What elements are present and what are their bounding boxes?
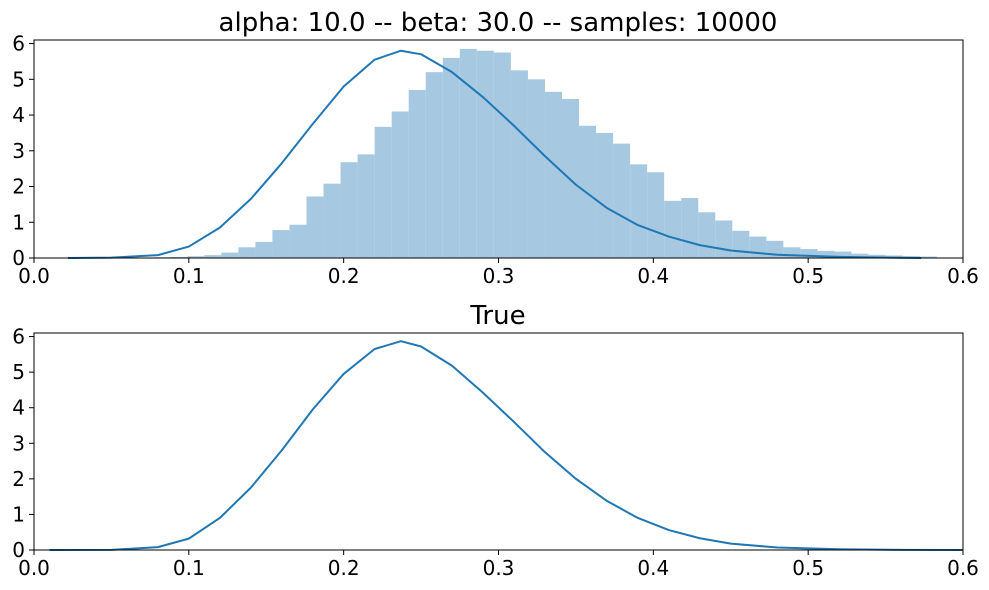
histogram-bar [476, 50, 494, 258]
histogram-bar [374, 126, 392, 258]
bottom-chart-title: True [469, 301, 525, 331]
bottom-x-tick-label: 0.2 [328, 556, 360, 580]
bottom-x-tick-label: 0.1 [173, 556, 205, 580]
histogram-bar [749, 236, 767, 258]
top-histogram-chart: 0.0 0.1 0.2 0.3 0.4 0.5 0.6 0 1 2 3 4 5 6 [12, 32, 979, 288]
histogram-bar [579, 125, 597, 259]
bottom-y-tick-label: 1 [12, 502, 25, 526]
top-x-tick-label: 0.6 [947, 264, 979, 288]
top-chart-title: alpha: 10.0 -- beta: 30.0 -- samples: 10… [219, 8, 778, 38]
bottom-y-tick-label: 3 [12, 431, 25, 455]
histogram-bar [664, 200, 682, 258]
histogram-bar [596, 132, 614, 258]
histogram-bar [851, 253, 869, 258]
histogram-bar [919, 256, 937, 258]
histogram-bar [340, 162, 358, 258]
top-x-tick-label: 0.0 [18, 264, 50, 288]
top-y-tick-label: 0 [12, 246, 25, 270]
histogram-bar [187, 256, 205, 258]
bottom-x-tick-label: 0.4 [637, 556, 669, 580]
histogram-bar [681, 197, 699, 258]
top-x-tick-label: 0.1 [173, 264, 205, 288]
bottom-plot-frame [33, 332, 964, 551]
bottom-x-tick-label: 0.6 [947, 556, 979, 580]
histogram-bar [527, 79, 545, 258]
top-y-tick-label: 6 [12, 32, 25, 56]
bottom-x-tick-label: 0.3 [483, 556, 515, 580]
histogram-bar [306, 196, 324, 258]
histogram-bar [647, 172, 665, 258]
histogram-bar [834, 251, 852, 258]
histogram-bar [715, 220, 733, 258]
bottom-y-tick-label: 2 [12, 467, 25, 491]
histogram-bar [493, 52, 511, 259]
histogram-bar [357, 154, 375, 258]
top-y-tick-label: 3 [12, 139, 25, 163]
histogram-bar [613, 143, 631, 258]
bottom-y-tick-label: 4 [12, 396, 25, 420]
histogram-bar [204, 255, 222, 258]
kde-line [68, 49, 922, 259]
top-y-tick-label: 4 [12, 103, 25, 127]
top-x-tick-label: 0.2 [328, 264, 360, 288]
histogram-bar [391, 111, 409, 258]
histogram-bar [238, 247, 256, 258]
histogram-bar [817, 250, 835, 258]
top-x-tick-label: 0.4 [637, 264, 669, 288]
bottom-x-tick-label: 0.0 [18, 556, 50, 580]
histogram-bar [255, 241, 273, 258]
bottom-y-tick-label: 6 [12, 325, 25, 349]
histogram-bar [442, 57, 460, 259]
histogram-bar [272, 230, 290, 258]
top-x-tick-label: 0.3 [483, 264, 515, 288]
top-y-tick-label: 5 [12, 67, 25, 91]
histogram-bar [783, 247, 801, 258]
histogram-bar [868, 254, 886, 258]
histogram-bar [544, 91, 562, 258]
bottom-y-tick-label: 0 [12, 538, 25, 562]
histogram-bar [459, 48, 477, 259]
histogram-bar [732, 230, 750, 258]
histogram-bar [630, 164, 648, 258]
histogram-bar [221, 252, 239, 258]
top-y-tick-label: 2 [12, 175, 25, 199]
histogram-bar [289, 224, 307, 258]
top-y-tick-label: 1 [12, 210, 25, 234]
top-plot-frame [33, 39, 964, 259]
bottom-line-chart: 0.0 0.1 0.2 0.3 0.4 0.5 0.6 0 1 2 3 4 5 6 [12, 325, 979, 580]
histogram-bar [698, 212, 716, 258]
histogram-bar [408, 90, 426, 258]
histogram-bar [510, 70, 528, 258]
histogram-bar [425, 72, 443, 258]
histogram-bar [800, 249, 818, 258]
histogram-bar [323, 183, 341, 258]
top-x-tick-label: 0.5 [792, 264, 824, 288]
histogram-bar [170, 256, 188, 258]
true-density-line [49, 340, 964, 551]
bottom-x-tick-label: 0.5 [792, 556, 824, 580]
bottom-y-tick-label: 5 [12, 360, 25, 384]
